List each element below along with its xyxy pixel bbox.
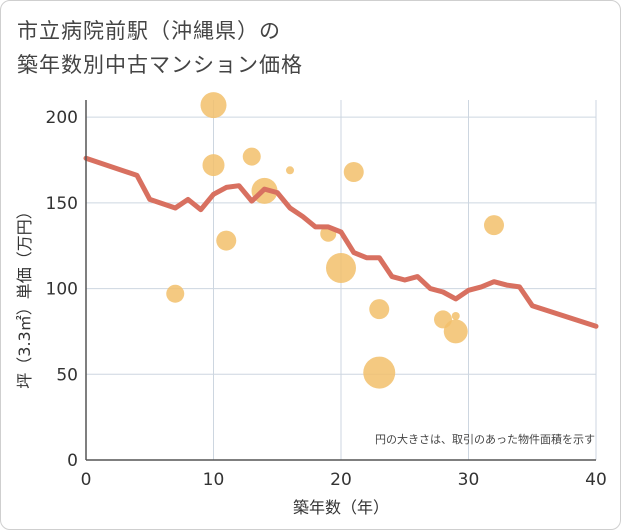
x-tick-label-30: 30 bbox=[458, 470, 480, 490]
bubble-point-8 bbox=[326, 253, 356, 283]
y-tick-label-100: 100 bbox=[46, 280, 78, 300]
bubble-point-1 bbox=[200, 92, 227, 119]
x-tick-label-10: 10 bbox=[203, 470, 225, 490]
x-axis-label: 築年数（年） bbox=[293, 498, 389, 517]
chart-title: 市立病院前駅（沖縄県）の 築年数別中古マンション価格 bbox=[17, 14, 303, 82]
y-tick-label-50: 50 bbox=[56, 365, 78, 385]
chart-title-line1: 市立病院前駅（沖縄県）の bbox=[17, 19, 281, 43]
bubble-point-11 bbox=[363, 356, 396, 389]
bubble-point-14 bbox=[443, 319, 468, 344]
bubble-layer bbox=[166, 92, 504, 389]
x-tick-label-40: 40 bbox=[585, 470, 607, 490]
y-tick-label-200: 200 bbox=[46, 108, 78, 128]
trend-line-layer bbox=[83, 155, 599, 329]
bubble-point-3 bbox=[216, 230, 237, 251]
chart-title-line2: 築年数別中古マンション価格 bbox=[17, 53, 303, 77]
x-tick-label-20: 20 bbox=[330, 470, 352, 490]
bubble-point-15 bbox=[484, 215, 504, 236]
size-note: 円の大きさは、取引のあった物件面積を示す bbox=[375, 432, 595, 446]
bubble-point-13 bbox=[451, 312, 460, 320]
bubble-point-6 bbox=[286, 166, 294, 175]
bubble-point-4 bbox=[242, 147, 261, 166]
y-axis-label: 坪（3.3㎡）単価（万円） bbox=[15, 203, 34, 388]
x-tick-label-0: 0 bbox=[81, 470, 92, 490]
bubble-point-9 bbox=[343, 162, 364, 182]
bubble-point-2 bbox=[202, 154, 225, 177]
tick-labels: 0 50 100 150 200 0 10 20 30 40 bbox=[46, 108, 607, 490]
y-tick-label-0: 0 bbox=[67, 451, 78, 471]
y-tick-label-150: 150 bbox=[46, 194, 78, 214]
bubble-point-0 bbox=[166, 284, 185, 303]
trend-line bbox=[83, 155, 599, 329]
bubble-point-10 bbox=[369, 299, 390, 320]
axes bbox=[85, 100, 596, 461]
